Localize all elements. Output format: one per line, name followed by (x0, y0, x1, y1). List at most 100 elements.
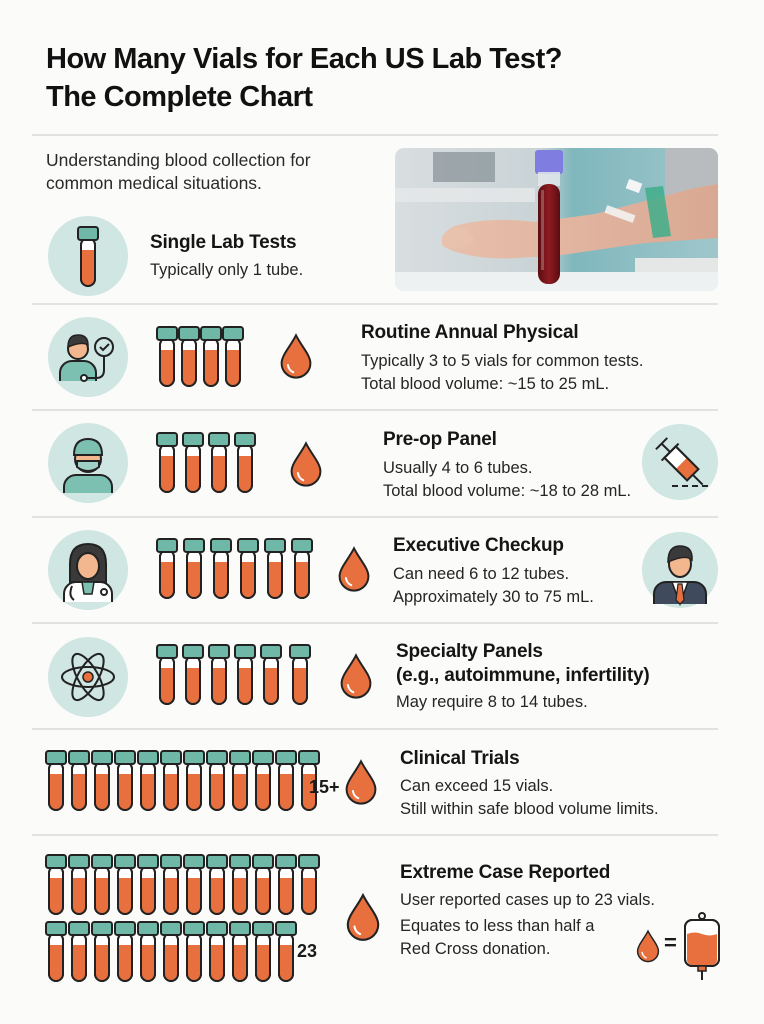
tube-icon (228, 852, 252, 918)
tube-icon (205, 919, 229, 985)
equals-sign: = (664, 930, 677, 955)
row-heading-single: Single Lab Tests (150, 232, 297, 253)
row-heading-specialty: Specialty Panels (396, 641, 543, 662)
blood-drop-icon (338, 652, 374, 700)
row-heading-routine: Routine Annual Physical (361, 322, 579, 343)
divider (32, 409, 718, 411)
subtitle: Understanding blood collection for commo… (46, 149, 311, 195)
tube-group-extreme-top (44, 852, 321, 918)
subtitle-line-1: Understanding blood collection for (46, 150, 311, 170)
tube-icon (207, 642, 231, 708)
tube-group-executive (155, 536, 314, 602)
page-title: How Many Vials for Each US Lab Test? The… (46, 40, 562, 116)
tube-icon (181, 430, 205, 496)
tube-icon (259, 642, 283, 708)
title-line-2: The Complete Chart (46, 81, 313, 113)
tube-icon (207, 430, 231, 496)
row-desc-preop-2: Total blood volume: ~18 to 28 mL. (383, 482, 632, 500)
row-heading-preop: Pre-op Panel (383, 429, 497, 450)
tube-icon (209, 536, 233, 602)
vial-count-label-clinical: 15+ (309, 777, 340, 797)
tube-icon (44, 748, 68, 814)
atom-icon (48, 637, 128, 717)
tube-icon (155, 642, 179, 708)
divider (32, 134, 718, 136)
tube-icon (290, 536, 314, 602)
tube-icon (113, 852, 137, 918)
blood-draw-photo (395, 148, 718, 291)
tube-icon (263, 536, 287, 602)
blood-drop-icon (278, 332, 314, 380)
tube-icon (155, 325, 179, 389)
tube-icon (288, 642, 312, 708)
tube-icon (113, 748, 137, 814)
tube-icon (205, 852, 229, 918)
subtitle-line-2: common medical situations. (46, 173, 262, 193)
businessman-icon (642, 532, 718, 608)
tube-icon (182, 536, 206, 602)
tube-icon (182, 748, 206, 814)
tube-icon (67, 748, 91, 814)
tube-icon (159, 852, 183, 918)
tube-icon (274, 852, 298, 918)
tube-group-clinical (44, 748, 321, 814)
row-heading-extreme: Extreme Case Reported (400, 862, 611, 883)
row-desc-specialty: May require 8 to 14 tubes. (396, 693, 588, 711)
tube-icon (181, 642, 205, 708)
tube-icon (44, 919, 68, 985)
tube-icon (233, 642, 257, 708)
tube-icon (251, 852, 275, 918)
row-desc-clinical-1: Can exceed 15 vials. (400, 777, 554, 795)
tube-icon (182, 919, 206, 985)
blood-bag-icon (684, 912, 720, 980)
tube-icon (44, 852, 68, 918)
row-heading-clinical: Clinical Trials (400, 748, 520, 769)
vial-count-label-extreme: 23 (297, 941, 318, 961)
tube-group-preop (155, 430, 257, 496)
tube-icon (228, 748, 252, 814)
tube-group-specialty (155, 642, 312, 708)
row-desc-executive-1: Can need 6 to 12 tubes. (393, 565, 570, 583)
blood-drop-icon (635, 928, 661, 964)
tube-icon (236, 536, 260, 602)
tube-icon (205, 748, 229, 814)
tube-group-routine (155, 325, 245, 389)
divider (32, 303, 718, 305)
surgeon-icon (48, 423, 128, 503)
tube-icon (274, 748, 298, 814)
tube-icon (136, 748, 160, 814)
row-desc-clinical-2: Still within safe blood volume limits. (400, 800, 659, 818)
row-desc-extreme-2: Equates to less than half a (400, 917, 595, 935)
row-desc-routine-1: Typically 3 to 5 vials for common tests. (361, 352, 644, 370)
tube-icon (251, 919, 275, 985)
blood-drop-icon (288, 440, 324, 488)
tube-icon (113, 919, 137, 985)
tube-icon (251, 748, 275, 814)
tube-icon (159, 748, 183, 814)
tube-group-extreme-bottom (44, 919, 298, 985)
tube-icon (199, 325, 223, 389)
divider (32, 728, 718, 730)
tube-icon (159, 919, 183, 985)
tube-icon (182, 852, 206, 918)
blood-drop-icon (344, 892, 382, 942)
row-desc-preop-1: Usually 4 to 6 tubes. (383, 459, 533, 477)
divider (32, 516, 718, 518)
test-tube-icon (48, 216, 128, 296)
tube-icon (155, 536, 179, 602)
tube-icon (221, 325, 245, 389)
row-heading-executive: Executive Checkup (393, 535, 564, 556)
tube-icon (136, 919, 160, 985)
tube-icon (90, 919, 114, 985)
row-desc-routine-2: Total blood volume: ~15 to 25 mL. (361, 375, 610, 393)
row-desc-executive-2: Approximately 30 to 75 mL. (393, 588, 594, 606)
blood-drop-icon (343, 758, 379, 806)
row-desc-extreme-3: Red Cross donation. (400, 940, 551, 958)
row-desc-single: Typically only 1 tube. (150, 261, 304, 279)
tube-icon (90, 748, 114, 814)
tube-icon (297, 852, 321, 918)
tube-icon (67, 919, 91, 985)
row-desc-extreme-1: User reported cases up to 23 vials. (400, 891, 655, 909)
tube-icon (136, 852, 160, 918)
patient-checkup-icon (48, 317, 128, 397)
